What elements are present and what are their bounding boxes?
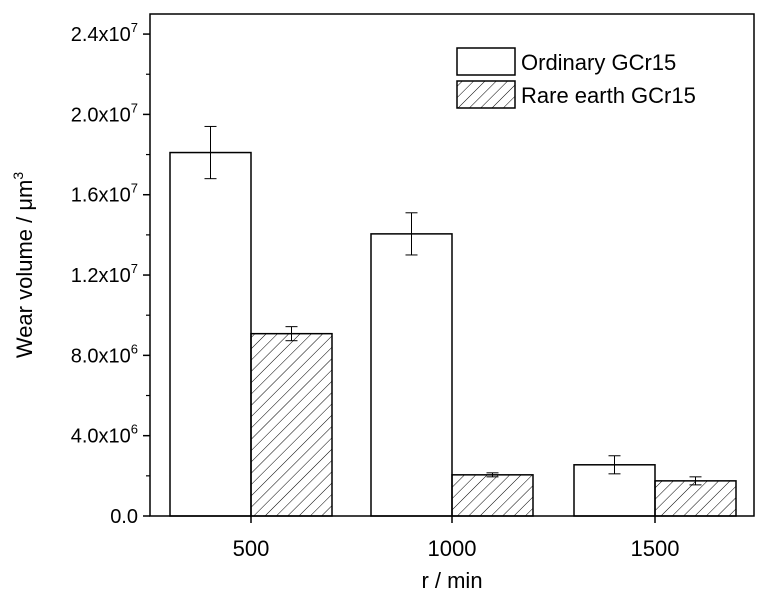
bar-rare-earth-500: [250, 332, 333, 517]
y-tick-label: 2.4x107: [71, 20, 138, 46]
legend-label: Rare earth GCr15: [521, 83, 696, 108]
bar-ordinary-1000: [370, 233, 453, 517]
y-tick-label: 1.6x107: [71, 181, 138, 207]
x-axis: 500 1000 1500: [233, 516, 680, 561]
bar-rare-earth-1500: [654, 480, 737, 517]
error-bar: [689, 476, 702, 486]
y-axis-label: Wear volume / μm3: [10, 172, 37, 359]
error-bar: [405, 212, 418, 256]
legend-swatch-ordinary: [456, 47, 516, 76]
error-bar: [608, 455, 621, 475]
y-tick-label: 8.0x106: [71, 341, 138, 367]
error-bar: [204, 125, 217, 180]
error-bar: [486, 472, 499, 478]
x-tick-label: 1000: [428, 536, 477, 561]
y-axis-label-base: Wear volume /: [12, 211, 37, 359]
bars-layer: [169, 151, 737, 517]
y-axis: 0.0 4.0x106 8.0x106 1.2x107 1.6x107 2.0x107 2.…: [71, 20, 150, 528]
y-tick-label: 2.0x107: [71, 100, 138, 126]
bar-rare-earth-1000: [451, 474, 534, 517]
y-tick-label: 0.0: [110, 506, 138, 528]
y-tick-label: 1.2x107: [71, 261, 138, 287]
y-axis-label-exponent: 3: [10, 172, 26, 180]
error-bars-layer: [204, 125, 702, 486]
y-axis-label-unit: μm: [12, 180, 37, 211]
error-bar: [285, 326, 298, 342]
bar-ordinary-500: [169, 151, 252, 517]
x-tick-label: 500: [233, 536, 270, 561]
legend-swatch-rare-earth: [456, 80, 516, 109]
legend: Ordinary GCr15 Rare earth GCr15: [456, 47, 696, 109]
x-axis-label: r / min: [421, 568, 482, 593]
x-tick-label: 1500: [631, 536, 680, 561]
y-tick-label: 4.0x106: [71, 422, 138, 448]
legend-label: Ordinary GCr15: [521, 50, 676, 75]
